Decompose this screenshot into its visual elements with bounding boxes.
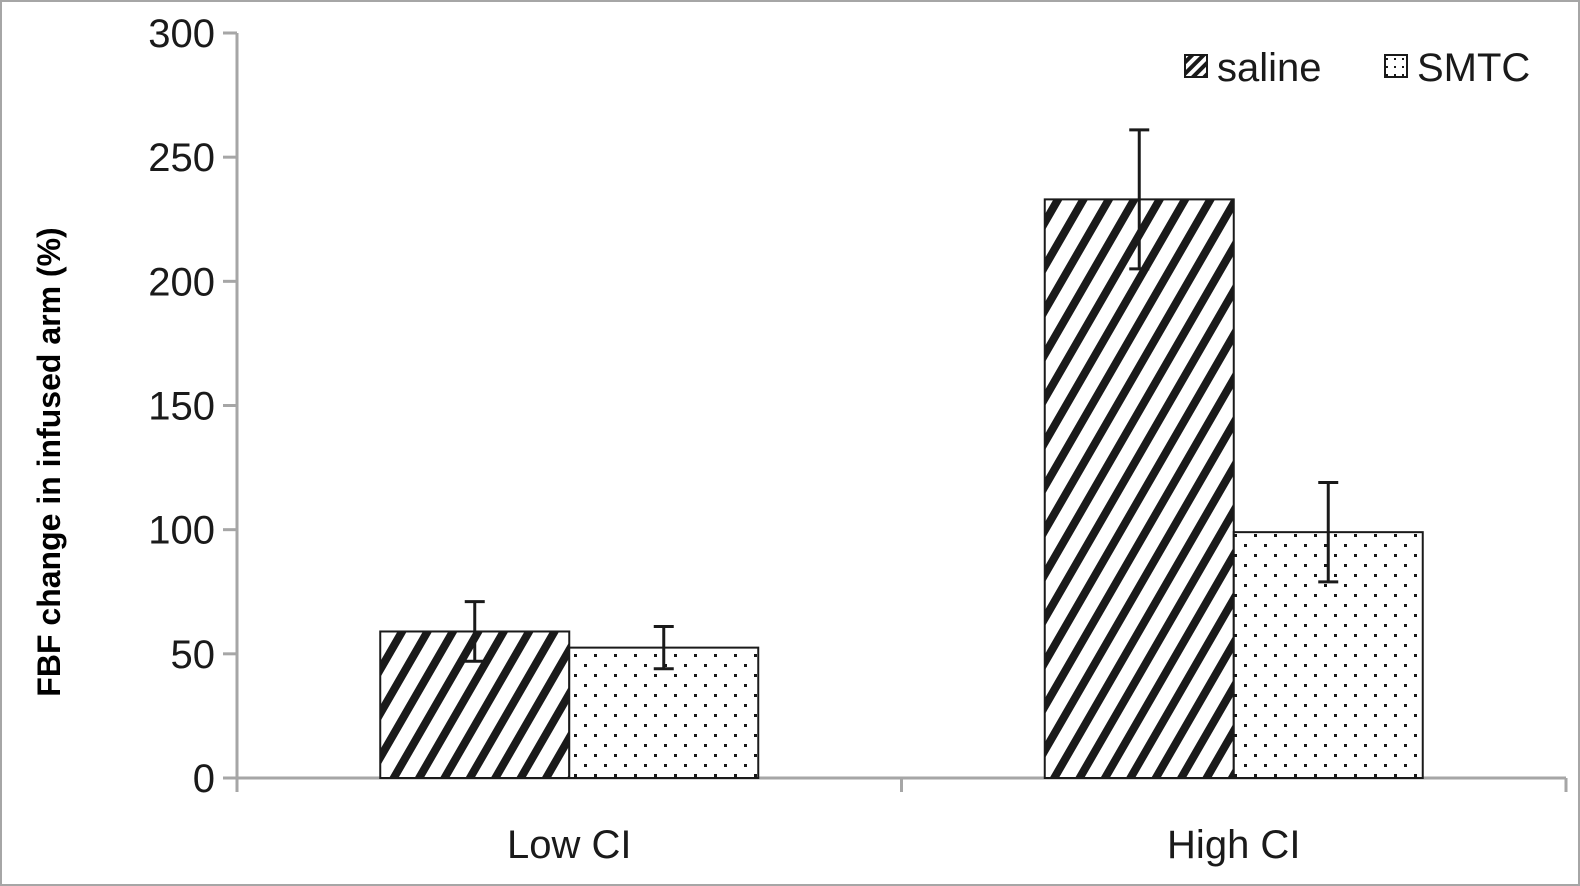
legend: saline SMTC bbox=[1184, 46, 1530, 90]
legend-swatch-smtc bbox=[1384, 54, 1408, 78]
y-tick-label: 200 bbox=[148, 260, 215, 304]
error-bars bbox=[464, 128, 1339, 671]
y-tick-label: 250 bbox=[148, 136, 215, 180]
legend-swatch-saline bbox=[1184, 54, 1208, 78]
y-tick-label: 50 bbox=[171, 633, 216, 677]
y-axis-title: FBF change in infused arm (%) bbox=[31, 227, 67, 696]
bar-saline-high-ci bbox=[1043, 198, 1235, 779]
x-tick-labels: Low CI High CI bbox=[507, 823, 1300, 867]
bars bbox=[379, 198, 1424, 780]
y-tick-label: 100 bbox=[148, 509, 215, 553]
legend-label-saline: saline bbox=[1217, 46, 1322, 90]
y-axis: 0 50 100 150 200 250 300 bbox=[148, 12, 239, 801]
y-tick-label: 300 bbox=[148, 12, 215, 56]
x-axis bbox=[235, 776, 1568, 792]
x-tick-label: High CI bbox=[1167, 823, 1300, 867]
x-tick-label: Low CI bbox=[507, 823, 632, 867]
legend-label-smtc: SMTC bbox=[1417, 46, 1530, 90]
y-tick-label: 0 bbox=[193, 757, 215, 801]
y-tick-label: 150 bbox=[148, 385, 215, 429]
